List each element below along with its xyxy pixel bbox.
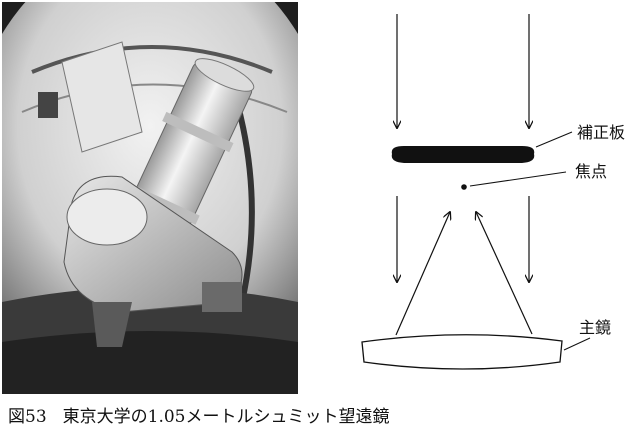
primary-mirror (361, 334, 563, 370)
telescope-photo (2, 2, 298, 394)
corrector-plate-label: 補正板 (577, 123, 625, 142)
reflected-ray-left (395, 212, 450, 336)
reflected-ray-right (476, 212, 533, 335)
focus-label: 焦点 (575, 162, 607, 181)
corrector-plate (391, 146, 535, 163)
focus-point (461, 184, 467, 190)
figure-caption: 図53 東京大学の1.05メートルシュミット望遠鏡 (4, 402, 390, 427)
corrector-plate-leader (535, 131, 573, 148)
figure-number: 図53 (8, 407, 47, 427)
schmidt-telescope-diagram: 補正板 焦点 主鏡 (361, 14, 625, 370)
primary-mirror-label: 主鏡 (579, 318, 611, 337)
primary-mirror-leader (563, 337, 591, 351)
focus-leader (469, 171, 567, 187)
caption-text: 東京大学の1.05メートルシュミット望遠鏡 (62, 407, 390, 427)
